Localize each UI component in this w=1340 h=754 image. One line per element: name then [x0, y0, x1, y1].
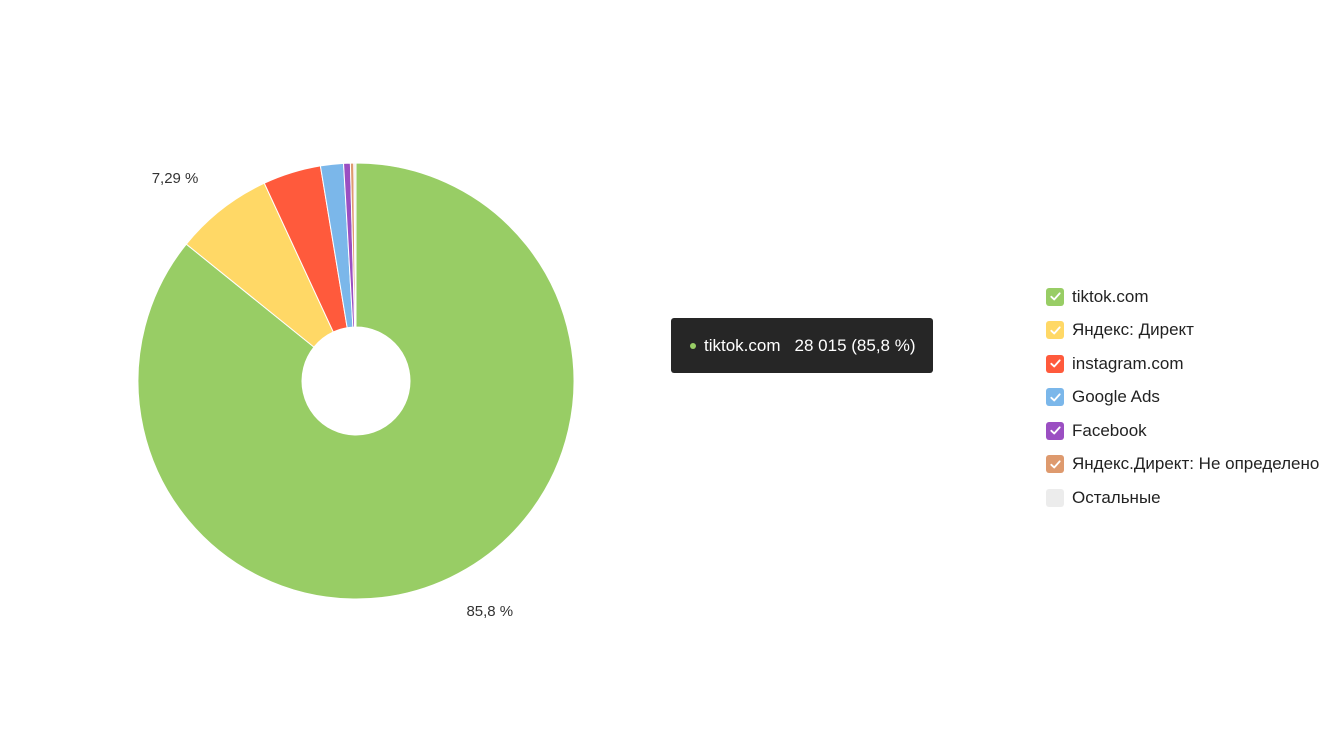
- legend-checkbox-icon[interactable]: [1046, 421, 1064, 440]
- legend-label: Яндекс.Директ: Не определено: [1072, 454, 1320, 474]
- pie-data-label-0: 7,29 %: [152, 170, 199, 187]
- legend-label: Яндекс: Директ: [1072, 320, 1194, 340]
- legend-checkbox-icon[interactable]: [1046, 287, 1064, 306]
- tooltip-series-name: tiktok.com: [704, 335, 781, 355]
- legend-item-1[interactable]: Яндекс: Директ: [1046, 314, 1319, 348]
- tooltip-series-dot: [690, 342, 696, 349]
- legend-item-2[interactable]: instagram.com: [1046, 347, 1319, 381]
- legend-label: tiktok.com: [1072, 286, 1149, 306]
- legend-label: instagram.com: [1072, 353, 1184, 373]
- legend-checkbox-icon[interactable]: [1046, 321, 1064, 340]
- pie-slices: [137, 162, 575, 600]
- legend-checkbox-icon[interactable]: [1046, 354, 1064, 373]
- legend-checkbox-icon[interactable]: [1046, 388, 1064, 407]
- pie-data-label-1: 85,8 %: [466, 603, 513, 620]
- legend-checkbox-icon[interactable]: [1046, 488, 1064, 507]
- pie-data-labels: 7,29 % 85,8 %: [152, 170, 513, 620]
- legend-label: Google Ads: [1072, 387, 1160, 407]
- legend-label: Facebook: [1072, 420, 1147, 440]
- pie-slice-0[interactable]: [137, 162, 575, 600]
- legend-item-0[interactable]: tiktok.com: [1046, 280, 1319, 314]
- legend-item-4[interactable]: Facebook: [1046, 414, 1319, 448]
- chart-tooltip: tiktok.com 28 015 (85,8 %): [671, 318, 933, 373]
- legend-label: Остальные: [1072, 487, 1161, 507]
- tooltip-series-value: 28 015 (85,8 %): [794, 335, 916, 355]
- legend-item-5[interactable]: Яндекс.Директ: Не определено: [1046, 448, 1319, 482]
- chart-legend: tiktok.com Яндекс: Директ instagram.com Goo…: [1046, 280, 1319, 515]
- legend-checkbox-icon[interactable]: [1046, 455, 1064, 474]
- pie-slice-6[interactable]: [353, 162, 357, 328]
- legend-item-6[interactable]: Остальные: [1046, 481, 1319, 515]
- legend-item-3[interactable]: Google Ads: [1046, 381, 1319, 415]
